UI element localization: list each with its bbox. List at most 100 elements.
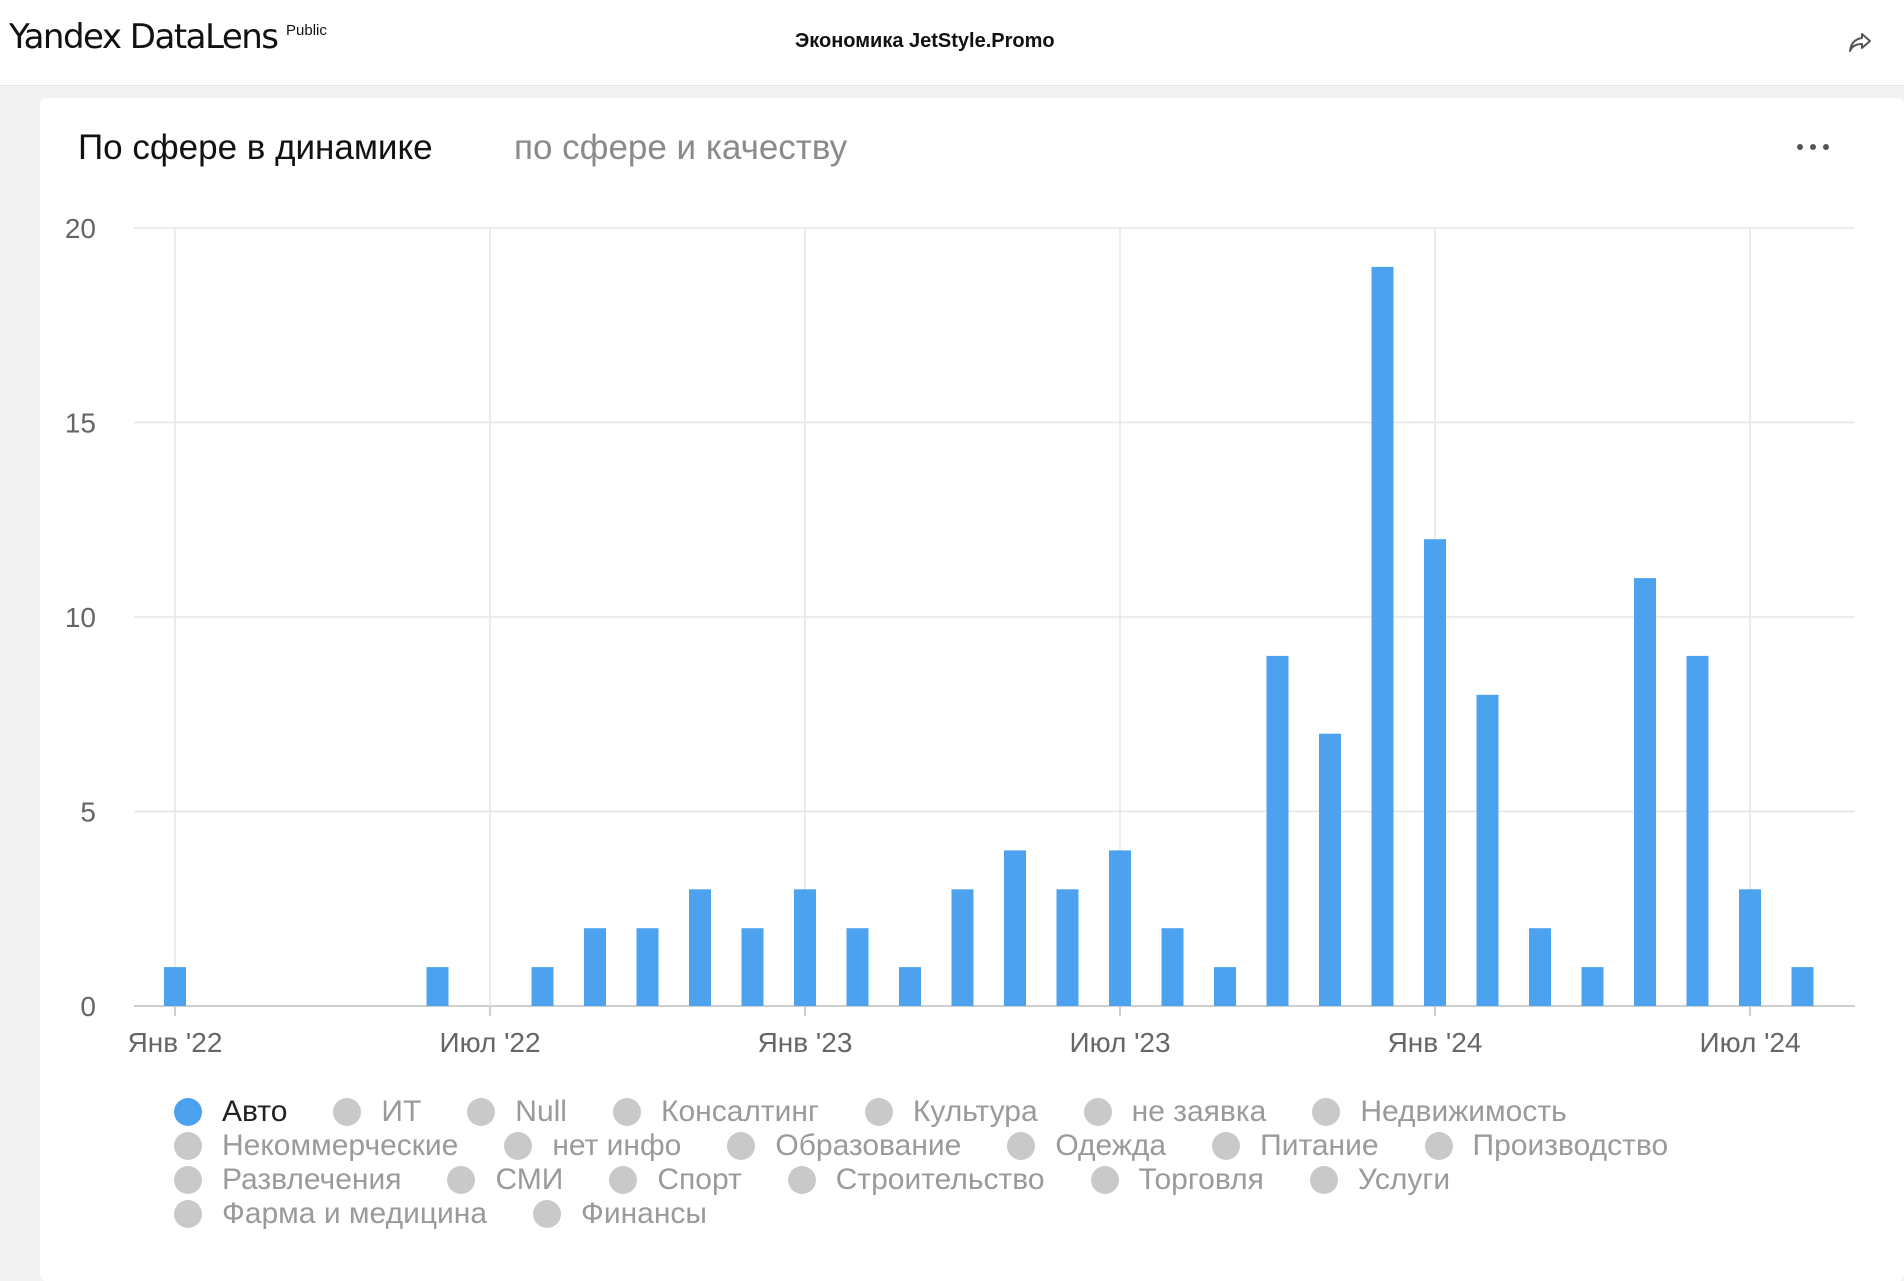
legend-item[interactable]: Недвижимость	[1312, 1095, 1567, 1128]
bar[interactable]	[164, 967, 186, 1006]
legend-item[interactable]: Null	[467, 1095, 567, 1128]
legend-dot-icon	[864, 1098, 893, 1126]
legend-dot-icon	[1090, 1166, 1119, 1194]
bar[interactable]	[584, 928, 606, 1006]
chart-widget	[40, 98, 1904, 1281]
legend-item[interactable]: Услуги	[1309, 1163, 1451, 1196]
bar[interactable]	[899, 967, 921, 1006]
bar[interactable]	[794, 889, 816, 1006]
legend-label: Услуги	[1357, 1163, 1451, 1196]
x-tick-label: Июл '23	[1069, 1027, 1170, 1058]
tab-by-sphere-dynamics[interactable]: По сфере в динамике	[78, 128, 433, 167]
bar[interactable]	[1056, 889, 1079, 1006]
bar[interactable]	[951, 889, 974, 1006]
legend-dot-icon	[1212, 1132, 1241, 1160]
legend-dot-icon	[612, 1098, 641, 1126]
y-tick-label: 15	[65, 408, 96, 439]
legend-item[interactable]: Некоммерческие	[174, 1129, 459, 1162]
y-tick-label: 10	[65, 602, 96, 633]
legend-label: Некоммерческие	[222, 1129, 459, 1162]
bar[interactable]	[531, 967, 554, 1006]
legend-label: Производство	[1472, 1129, 1669, 1162]
bar[interactable]	[1739, 889, 1761, 1006]
bar[interactable]	[1004, 850, 1026, 1006]
legend-dot-icon	[504, 1132, 533, 1160]
legend-label: Null	[515, 1095, 567, 1128]
bar[interactable]	[1319, 733, 1341, 1006]
legend-dot-icon	[1309, 1166, 1338, 1194]
y-tick-label: 5	[80, 797, 96, 828]
legend-label: Финансы	[581, 1197, 707, 1230]
chart-legend: Авто ИТ Null Консалтинг Культура не заявка Нед…	[174, 1095, 1774, 1230]
legend-dot-icon	[787, 1166, 816, 1194]
legend-item[interactable]: Авто	[174, 1095, 288, 1128]
legend-dot-icon	[1312, 1098, 1341, 1126]
bar[interactable]	[1529, 928, 1551, 1006]
y-tick-label: 20	[65, 213, 96, 244]
tab-by-sphere-quality[interactable]: по сфере и качеству	[514, 128, 848, 167]
bar[interactable]	[1214, 967, 1236, 1006]
legend-item[interactable]: Финансы	[533, 1197, 707, 1230]
legend-item[interactable]: СМИ	[447, 1163, 564, 1196]
bar[interactable]	[426, 967, 449, 1006]
legend-label: Образование	[775, 1129, 962, 1162]
legend-label: Консалтинг	[660, 1095, 819, 1128]
widget-menu-button[interactable]	[1795, 140, 1831, 154]
bar[interactable]	[1161, 928, 1184, 1006]
legend-item[interactable]: Торговля	[1090, 1163, 1264, 1196]
bar[interactable]	[1371, 266, 1394, 1006]
legend-label: Строительство	[835, 1163, 1045, 1196]
legend-item[interactable]: Фарма и медицина	[174, 1197, 488, 1230]
legend-item[interactable]: Питание	[1212, 1129, 1379, 1162]
legend-label: Недвижимость	[1360, 1095, 1567, 1128]
x-tick-label: Янв '24	[1388, 1027, 1483, 1058]
share-button[interactable]	[1846, 28, 1874, 56]
legend-label: Культура	[912, 1095, 1038, 1128]
legend-dot-icon	[1083, 1098, 1112, 1126]
legend-item[interactable]: Производство	[1424, 1129, 1669, 1162]
legend-dot-icon	[533, 1200, 562, 1228]
bar[interactable]	[636, 928, 659, 1006]
legend-dot-icon	[609, 1166, 638, 1194]
legend-item[interactable]: ИТ	[333, 1095, 422, 1128]
bar[interactable]	[1686, 655, 1709, 1006]
legend-dot-icon	[174, 1166, 202, 1194]
legend-item[interactable]: Строительство	[787, 1163, 1045, 1196]
share-icon	[1849, 33, 1871, 52]
legend-item[interactable]: Образование	[727, 1129, 962, 1162]
legend-dot-icon	[447, 1166, 476, 1194]
legend-label: ИТ	[381, 1095, 422, 1128]
public-badge: Public	[286, 22, 327, 39]
legend-dot-icon	[333, 1098, 362, 1126]
bar[interactable]	[1476, 694, 1499, 1006]
bar[interactable]	[1424, 539, 1446, 1006]
bar[interactable]	[1791, 967, 1814, 1006]
legend-dot-icon	[174, 1132, 202, 1160]
legend-item[interactable]: Одежда	[1007, 1129, 1167, 1162]
bar[interactable]	[741, 928, 764, 1006]
legend-item[interactable]: Развлечения	[174, 1163, 402, 1196]
legend-dot-icon	[467, 1098, 496, 1126]
legend-item[interactable]: нет инфо	[504, 1129, 681, 1162]
legend-item[interactable]: Консалтинг	[612, 1095, 819, 1128]
legend-label: Авто	[222, 1095, 288, 1128]
legend-item[interactable]: Спорт	[609, 1163, 742, 1196]
x-tick-label: Янв '22	[128, 1027, 223, 1058]
legend-dot-icon	[727, 1132, 756, 1160]
legend-label: Развлечения	[222, 1163, 402, 1196]
datalens-logo[interactable]: Yandex DataLens	[9, 17, 279, 57]
bar[interactable]	[846, 928, 869, 1006]
legend-dot-icon	[174, 1098, 202, 1126]
legend-label: Спорт	[657, 1163, 742, 1196]
legend-label: Фарма и медицина	[222, 1197, 488, 1230]
bar[interactable]	[1634, 578, 1656, 1006]
bar[interactable]	[1581, 967, 1604, 1006]
legend-label: Одежда	[1055, 1129, 1167, 1162]
bar[interactable]	[689, 889, 711, 1006]
legend-item[interactable]: Культура	[864, 1095, 1038, 1128]
bar[interactable]	[1266, 655, 1289, 1006]
legend-label: СМИ	[495, 1163, 564, 1196]
bar[interactable]	[1109, 850, 1131, 1006]
legend-item[interactable]: не заявка	[1083, 1095, 1266, 1128]
